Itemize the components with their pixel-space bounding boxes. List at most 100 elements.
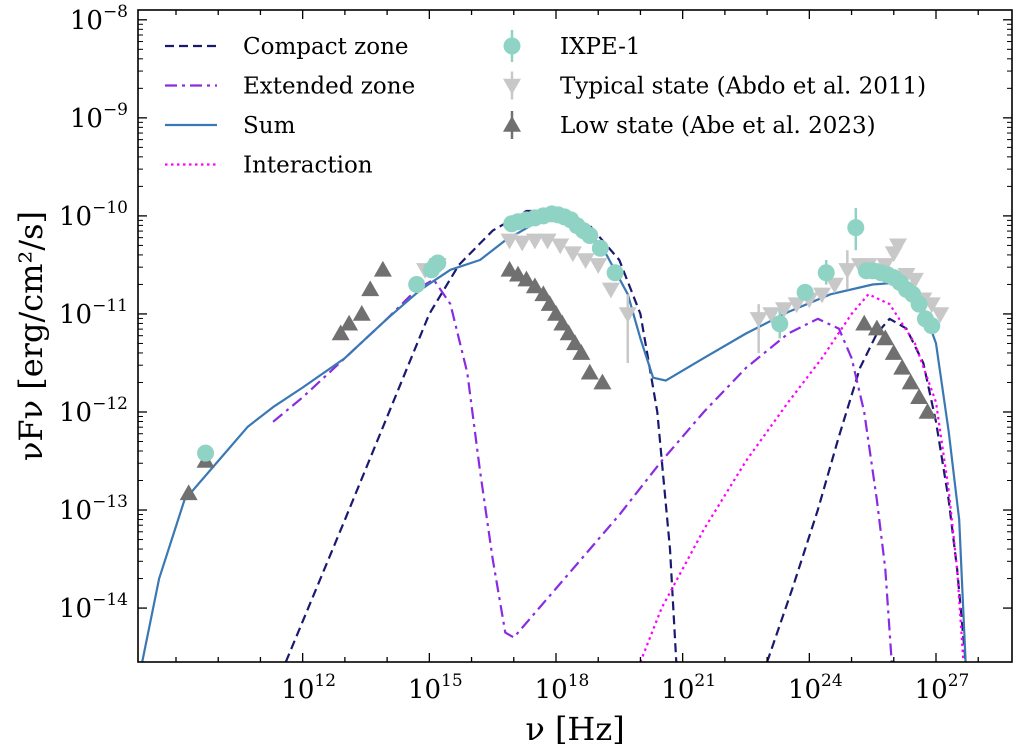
typical-point [889,238,907,255]
legend-item-ixpe-1: IXPE-1 [503,30,641,62]
tick-label: 1018 [535,671,590,705]
tick-label: 1021 [661,671,716,705]
low-point [361,280,380,297]
ixpe-1-point [429,254,447,272]
typical-point [838,263,857,279]
tick-labels: 1012 1015 1018 1021 1024 1027 10−8 10−9 10−10 10−… [59,2,969,705]
low-point [593,373,612,390]
tick-label: 10−13 [59,492,128,526]
low-point [331,324,350,341]
tick-label: 1015 [408,671,463,705]
ixpe-1-point [591,239,609,257]
interaction-curve [639,293,965,662]
x-axis-label: ν [Hz] [525,710,624,748]
ixpe-1-point [847,219,865,237]
tick-label: 10−8 [70,2,128,36]
low-point [547,304,565,321]
typical-point [762,307,781,323]
extended-zone-curve [272,278,893,662]
typical-point [905,272,924,289]
legend-label: Compact zone [243,34,409,60]
typical-point [500,233,519,250]
legend-swatch [503,37,521,55]
ixpe-1-point [910,295,928,313]
legend-swatch [503,78,521,95]
ixpe-1-point [923,317,941,335]
tick-label: 10−10 [59,198,128,232]
typical-point [525,233,544,250]
data-points [179,205,950,501]
typical-point [563,246,582,263]
low-point [517,270,536,287]
legend-item-extended: Extended zone [165,74,415,100]
typical-point [601,282,620,299]
typical-point [589,258,608,274]
tick-label: 1024 [788,671,843,705]
low-point [867,319,886,336]
typical-point [922,297,941,314]
legend: Compact zone Extended zone Sum Interaction I… [165,30,926,179]
typical-point [513,235,532,252]
low-point [559,324,578,341]
typical-point [787,297,806,314]
ixpe-1-point [796,283,814,301]
typical-point [775,302,793,319]
tick-label: 10−9 [70,100,128,134]
compact-zone-high-energy-curve [766,317,967,662]
ixpe-1-point [771,315,789,333]
ixpe-1-point [817,264,835,282]
typical-point [749,312,768,328]
typical-point [618,307,637,323]
low-point [893,358,912,375]
low-point [901,373,920,390]
typical-point [538,233,557,250]
typical-point [813,287,831,304]
low-point [566,334,584,351]
tick-label: 10−12 [59,394,128,428]
y-axis-label: νFν [erg/cm²/s] [12,211,50,461]
low-point [553,314,572,331]
typical-point [931,307,950,323]
axis-ticks [138,10,1012,662]
ixpe-1-point [408,276,426,294]
low-point [373,260,392,277]
ixpe-1-point [197,444,215,462]
typical-point [825,277,844,294]
legend-item-compact: Compact zone [165,34,409,60]
legend-item-typical: Typical state (Abdo et al. 2011) [503,71,926,100]
legend-item-interaction: Interaction [165,153,373,179]
legend-label: Low state (Abe et al. 2023) [560,113,876,139]
legend-label: IXPE-1 [560,34,641,60]
low-point [340,314,359,331]
tick-label: 10−14 [59,590,128,624]
tick-label: 1027 [915,671,970,705]
low-point [910,388,929,405]
typical-point [551,238,570,255]
low-point [580,363,599,380]
tick-label: 1012 [281,671,336,705]
tick-label: 10−11 [59,296,128,330]
low-point [884,344,903,360]
low-point [525,277,544,294]
low-point [855,314,874,331]
ixpe-1-point [581,227,599,245]
ixpe-1-point [606,264,624,282]
low-point [918,402,937,419]
low-point [540,295,559,311]
legend-item-low: Low state (Abe et al. 2023) [503,111,876,139]
typical-point [897,267,916,284]
low-point [876,329,895,346]
low-point [352,304,371,321]
legend-label: Sum [243,113,296,139]
legend-item-sum: Sum [165,113,296,139]
typical-point [576,253,595,270]
legend-label: Extended zone [243,74,415,100]
low-point [179,484,198,501]
low-point [572,344,591,360]
legend-swatch [503,116,521,132]
legend-label: Typical state (Abdo et al. 2011) [560,74,926,100]
legend-label: Interaction [243,153,373,179]
low-point [534,285,553,302]
